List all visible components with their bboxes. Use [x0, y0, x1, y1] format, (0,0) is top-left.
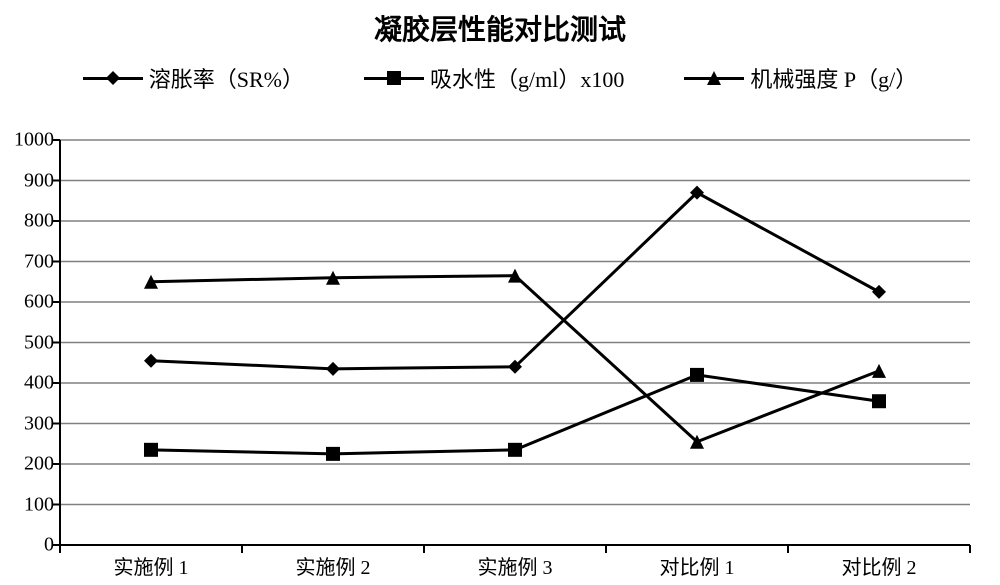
x-tick-label: 实施例 3 — [478, 545, 553, 580]
y-tick-label: 800 — [24, 210, 60, 233]
diamond-icon — [104, 69, 122, 87]
square-icon — [690, 368, 704, 382]
y-tick-label: 900 — [24, 169, 60, 192]
x-tick-label: 实施例 1 — [114, 545, 189, 580]
diamond-icon — [144, 354, 158, 368]
triangle-icon — [705, 69, 723, 87]
square-icon — [385, 69, 403, 87]
x-tick-label: 对比例 2 — [842, 545, 917, 580]
y-tick-label: 100 — [24, 493, 60, 516]
legend-item-mech-strength: 机械强度 P（g/） — [684, 62, 917, 94]
chart-svg — [60, 140, 970, 545]
legend-label: 吸水性（g/ml）x100 — [430, 62, 624, 94]
legend-line-icon — [83, 77, 143, 80]
y-tick-label: 600 — [24, 291, 60, 314]
square-icon — [326, 447, 340, 461]
legend: 溶胀率（SR%） 吸水性（g/ml）x100 机械强度 P（g/） — [0, 62, 1000, 94]
square-icon — [144, 443, 158, 457]
plot-area: 01002003004005006007008009001000实施例 1实施例… — [60, 140, 970, 545]
series-line-mech-strength — [151, 276, 879, 442]
legend-label: 溶胀率（SR%） — [149, 62, 304, 94]
legend-line-icon — [364, 77, 424, 80]
x-tick-label: 实施例 2 — [296, 545, 371, 580]
y-tick-label: 0 — [44, 534, 60, 557]
y-tick-label: 500 — [24, 331, 60, 354]
y-tick-label: 700 — [24, 250, 60, 273]
y-tick-label: 400 — [24, 372, 60, 395]
square-icon — [872, 394, 886, 408]
legend-item-swelling-rate: 溶胀率（SR%） — [83, 62, 304, 94]
diamond-icon — [872, 285, 886, 299]
diamond-icon — [326, 362, 340, 376]
legend-item-water-absorb: 吸水性（g/ml）x100 — [364, 62, 624, 94]
x-tick-label: 对比例 1 — [660, 545, 735, 580]
legend-line-icon — [684, 77, 744, 80]
triangle-icon — [872, 364, 886, 378]
y-tick-label: 1000 — [14, 129, 60, 152]
chart-root: 凝胶层性能对比测试 溶胀率（SR%） 吸水性（g/ml）x100 机械强度 P（g/… — [0, 0, 1000, 585]
y-tick-label: 300 — [24, 412, 60, 435]
legend-label: 机械强度 P（g/） — [750, 62, 917, 94]
square-icon — [508, 443, 522, 457]
chart-title: 凝胶层性能对比测试 — [0, 8, 1000, 48]
y-tick-label: 200 — [24, 453, 60, 476]
